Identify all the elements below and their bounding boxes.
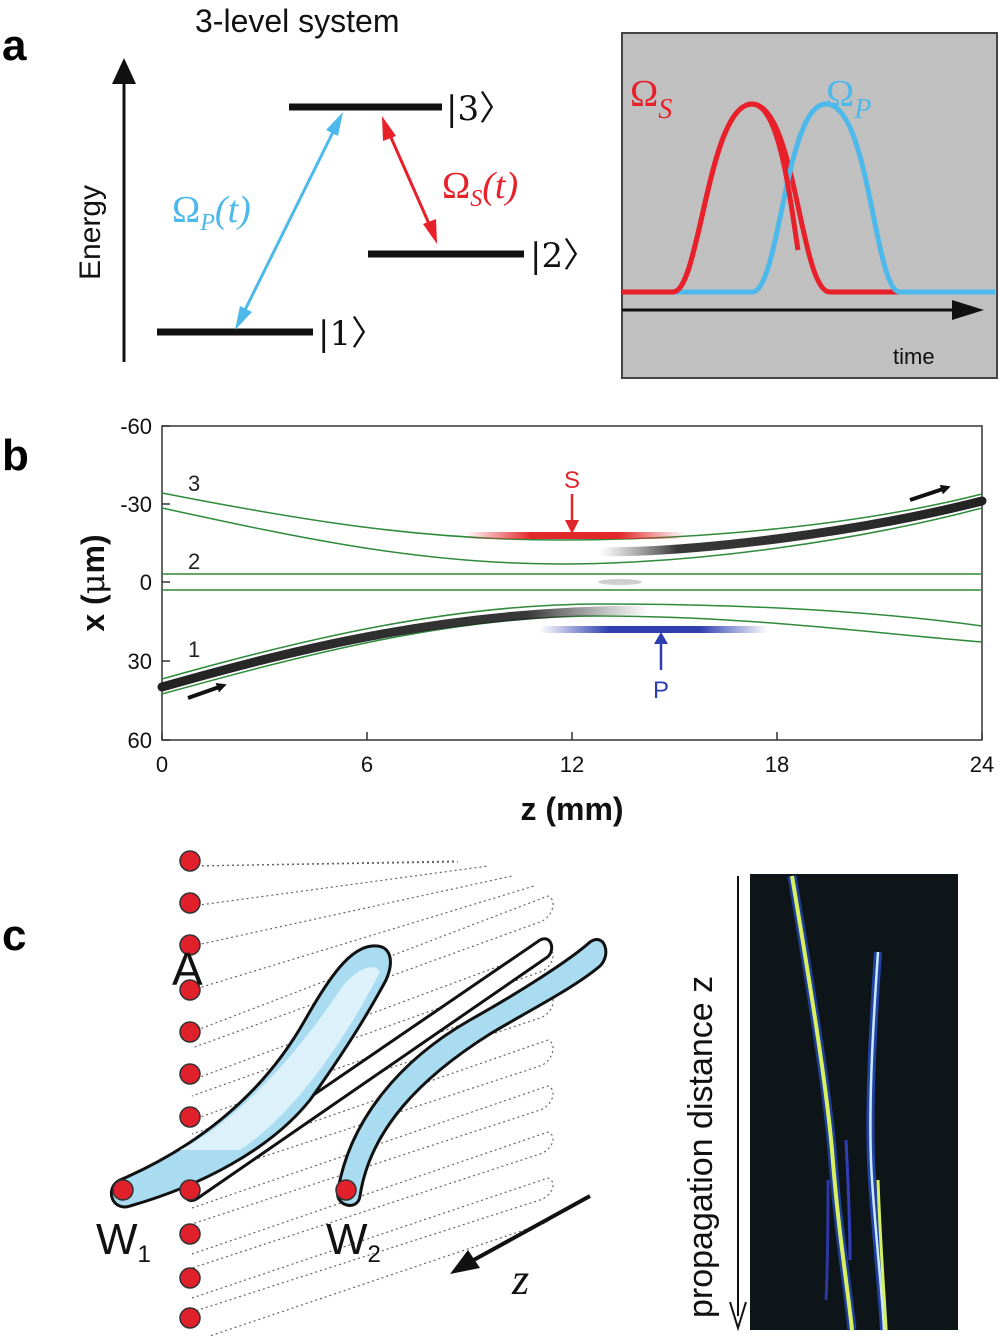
pump-beam-bar (540, 626, 768, 633)
waveguide-1-label: 1 (188, 637, 200, 662)
waveguide-3-top-edge (161, 492, 983, 541)
array-node (179, 979, 201, 1001)
z-direction-arrow (469, 1194, 591, 1264)
array-node (179, 1307, 201, 1329)
y-tick-label: -30 (120, 492, 152, 517)
array-label: A (172, 943, 203, 995)
y-tick-label: 0 (140, 570, 152, 595)
pump-pulse-label: ΩP (826, 73, 871, 125)
z-direction-label: z (511, 1255, 529, 1304)
pump-marker-label: P (653, 677, 669, 704)
x-axis-label: z (mm) (520, 791, 623, 827)
intensity-trace-input (790, 875, 854, 1331)
w1-label: W1 (96, 1215, 151, 1268)
propagation-axis-label: propagation distance z (682, 976, 720, 1318)
waveguide-3-label: 3 (188, 471, 200, 496)
array-node (179, 850, 201, 872)
stokes-transition-arrow (382, 116, 437, 244)
waveguide-3-bottom-edge (161, 507, 983, 565)
array-node (179, 1021, 201, 1043)
level-system-title: 3-level system (195, 3, 400, 39)
level-3-label: |3〉 (446, 89, 513, 129)
time-axis-arrowhead (952, 300, 984, 320)
panel-c-letter: c (2, 911, 26, 960)
axis-ticks (161, 425, 983, 741)
transient-beam-glow (598, 579, 642, 585)
x-tick-label: 6 (361, 752, 373, 777)
stokes-rabi-label: ΩS(t) (442, 165, 518, 212)
array-node (179, 1179, 201, 1201)
y-tick-label: -60 (120, 414, 152, 439)
array-node (179, 1267, 201, 1289)
intensity-trace-middle (844, 1139, 852, 1261)
waveguide-edges (161, 492, 983, 695)
panel-b: b -60 -30 0 30 60 0 6 12 18 24 z (mm) x … (2, 414, 994, 827)
panel-a: a 3-level system Energy |1〉 |2〉 |3〉 ΩP(t… (2, 3, 998, 379)
intensity-trace-output (876, 1179, 888, 1331)
pump-pulse-curve (675, 101, 995, 295)
x-tick-label: 0 (156, 752, 168, 777)
x-tick-label: 24 (970, 752, 994, 777)
w2-input-node (335, 1179, 357, 1201)
waveguide-w2 (336, 938, 608, 1207)
intensity-trace-faint (824, 1179, 830, 1301)
array-node (179, 892, 201, 914)
waveguide-array-lines (191, 860, 554, 1336)
waveguide-1-bottom-edge (161, 615, 983, 695)
waveguide-w1 (109, 944, 392, 1209)
array-node (179, 934, 201, 956)
array-node (179, 1106, 201, 1128)
intensity-trace-output-core (869, 951, 886, 1331)
panel-a-letter: a (2, 21, 27, 70)
plot-frame (161, 425, 983, 741)
pulse-sequence-inset: ΩS ΩP time (621, 32, 998, 379)
time-axis-label: time (893, 344, 935, 369)
output-arrow (909, 484, 951, 502)
array-node (179, 1223, 201, 1245)
intensity-image-background (750, 874, 958, 1330)
y-tick-label: 30 (128, 649, 152, 674)
pump-rabi-label: ΩP(t) (172, 189, 251, 236)
stokes-pulse-label: ΩS (630, 73, 672, 125)
waveguide-1-top-edge (161, 603, 983, 680)
array-node (179, 1063, 201, 1085)
pump-transition-arrow (235, 112, 343, 330)
panel-c: c (2, 850, 958, 1336)
panel-b-letter: b (2, 431, 29, 480)
w2-label: W2 (326, 1215, 381, 1268)
stokes-beam-bar (465, 532, 685, 539)
energy-axis-arrowhead (112, 58, 136, 84)
level-1-label: |1〉 (318, 314, 385, 354)
array-input-nodes (179, 850, 201, 1128)
stokes-marker-label: S (564, 467, 580, 494)
intensity-image (750, 874, 958, 1331)
x-tick-label: 18 (765, 752, 789, 777)
y-tick-label: 60 (128, 728, 152, 753)
y-axis-label: x (μm) (74, 534, 112, 631)
input-arrow (187, 682, 227, 700)
array-left-nodes (179, 1179, 201, 1329)
input-light-beam (157, 605, 655, 692)
w1-overlap-highlight (180, 967, 380, 1150)
w1-input-node (112, 1179, 134, 1201)
x-tick-label: 12 (560, 752, 584, 777)
output-light-beam (595, 496, 987, 557)
waveguide-2-label: 2 (188, 549, 200, 574)
inset-frame (621, 32, 998, 379)
energy-axis-label: Energy (74, 185, 107, 280)
level-2-label: |2〉 (530, 236, 597, 276)
